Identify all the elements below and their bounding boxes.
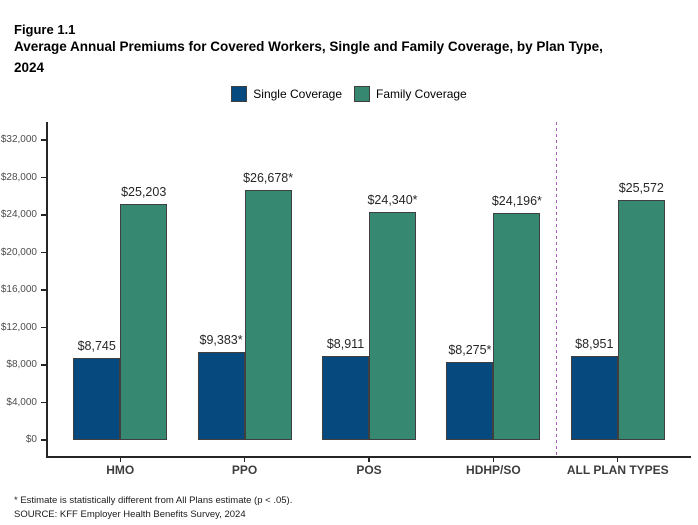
legend-item-family-coverage: Family Coverage	[354, 86, 467, 102]
category-label-all-plan-types: ALL PLAN TYPES	[566, 463, 669, 477]
x-axis-tick	[492, 457, 494, 462]
figure-title-line2: 2024	[14, 60, 45, 75]
category-label-hmo: HMO	[106, 463, 135, 477]
y-axis-tick-label: $20,000	[0, 246, 37, 258]
legend-label-family-coverage: Family Coverage	[376, 87, 467, 101]
y-axis-tick	[41, 251, 46, 254]
y-axis-tick-label: $4,000	[6, 396, 37, 408]
category-label-hdhp-so: HDHP/SO	[466, 463, 521, 477]
y-axis-tick	[41, 289, 46, 291]
y-axis-tick-label: $16,000	[0, 284, 37, 295]
category-label-ppo: PPO	[231, 463, 258, 477]
bar-value-label-single-pos: $8,911	[326, 337, 365, 351]
y-axis-tick	[41, 364, 46, 366]
footnote-asterisk: * Estimate is statistically different fr…	[14, 495, 293, 506]
legend-swatch-family-coverage	[354, 86, 371, 102]
y-axis-tick-label: $28,000	[0, 171, 37, 183]
x-axis-tick	[244, 457, 246, 462]
bar-single-ppo	[197, 352, 245, 440]
y-axis-tick	[41, 139, 46, 141]
source-note: SOURCE: KFF Employer Health Benefits Sur…	[14, 509, 246, 520]
bar-single-hdhp-so	[446, 362, 494, 440]
y-axis-tick-label: $32,000	[0, 134, 37, 145]
bar-family-hdhp-so	[493, 213, 541, 440]
bar-single-all-plan-types	[570, 356, 618, 440]
bar-family-hmo	[120, 204, 168, 440]
y-axis-tick	[41, 401, 46, 404]
bar-value-label-single-hmo: $8,745	[77, 339, 116, 353]
bar-value-label-single-ppo: $9,383*	[199, 333, 243, 347]
x-axis-tick	[617, 457, 619, 462]
legend-item-single-coverage: Single Coverage	[231, 86, 342, 102]
bar-value-label-family-pos: $24,340*	[367, 193, 418, 207]
legend-label-single-coverage: Single Coverage	[253, 87, 343, 101]
bar-value-label-family-ppo: $26,678*	[243, 171, 294, 185]
bar-single-hmo	[73, 358, 121, 440]
y-axis-tick	[41, 176, 46, 179]
bar-value-label-family-hmo: $25,203	[121, 185, 167, 199]
legend: Single Coverage Family Coverage	[0, 86, 698, 102]
y-axis-tick-label: $24,000	[0, 209, 37, 220]
y-axis-tick	[41, 326, 46, 329]
all-plans-separator-line	[555, 122, 558, 456]
y-axis-tick-label: $0	[25, 434, 37, 445]
bar-single-pos	[322, 356, 369, 440]
bar-value-label-family-hdhp-so: $24,196*	[491, 194, 542, 208]
category-label-pos: POS	[356, 463, 382, 477]
x-axis-tick	[119, 457, 121, 462]
y-axis-line	[46, 122, 48, 458]
bar-value-label-family-all-plan-types: $25,572	[618, 181, 664, 195]
y-axis-tick	[41, 214, 46, 216]
bar-family-ppo	[244, 190, 292, 440]
x-axis-tick	[368, 457, 370, 462]
figure-label: Figure 1.1	[14, 22, 76, 37]
y-axis-tick-label: $8,000	[6, 359, 37, 370]
figure-title-line1: Average Annual Premiums for Covered Work…	[14, 39, 603, 54]
legend-swatch-single-coverage	[231, 86, 248, 102]
bar-value-label-single-all-plan-types: $8,951	[575, 337, 614, 351]
bar-family-all-plan-types	[617, 200, 665, 440]
bar-value-label-single-hdhp-so: $8,275*	[448, 343, 492, 357]
bar-family-pos	[369, 212, 416, 440]
x-axis-line	[46, 456, 691, 458]
y-axis-tick	[41, 439, 46, 441]
y-axis-tick-label: $12,000	[0, 321, 37, 333]
